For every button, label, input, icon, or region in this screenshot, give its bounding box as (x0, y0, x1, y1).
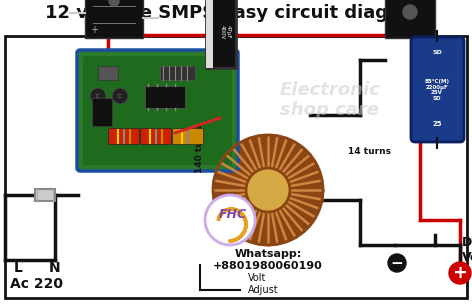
Bar (206, 0, 236, 68)
Text: 14 turns: 14 turns (348, 147, 391, 157)
Bar (206, 0, 213, 68)
FancyBboxPatch shape (83, 56, 232, 165)
Bar (145, 86, 185, 108)
Circle shape (388, 254, 406, 272)
Text: L: L (14, 261, 23, 275)
Text: Electronic
shop care: Electronic shop care (279, 81, 380, 119)
Text: C: C (96, 94, 100, 98)
Bar (85, 0, 143, 38)
Bar (160, 66, 195, 80)
Text: 85°C(M)
2200µF
25V
SD: 85°C(M) 2200µF 25V SD (424, 79, 449, 101)
Text: N: N (49, 261, 61, 275)
Circle shape (205, 195, 255, 245)
Circle shape (90, 88, 106, 104)
Text: +: + (453, 264, 467, 282)
Text: Ac 220: Ac 220 (9, 277, 62, 291)
Bar (98, 66, 118, 80)
Circle shape (109, 0, 119, 6)
Text: C: C (118, 94, 122, 98)
Text: −: − (391, 255, 404, 271)
Circle shape (213, 135, 323, 245)
Circle shape (112, 88, 128, 104)
Text: 12 voltage SMPS easy circuit diagram: 12 voltage SMPS easy circuit diagram (45, 4, 427, 22)
Text: Volt
Adjust: Volt Adjust (248, 273, 278, 295)
Bar (385, 0, 435, 38)
Text: 25: 25 (432, 121, 442, 127)
Bar (92, 98, 112, 126)
FancyBboxPatch shape (109, 129, 140, 144)
Bar (5, 36, 467, 298)
FancyBboxPatch shape (77, 50, 238, 171)
Text: Dc 12
Voltage: Dc 12 Voltage (462, 236, 472, 264)
Text: Whatsapp:
+8801980060190: Whatsapp: +8801980060190 (213, 249, 323, 271)
Text: 47µF
400V: 47µF 400V (219, 25, 230, 39)
FancyBboxPatch shape (141, 129, 171, 144)
Text: SD: SD (432, 50, 442, 56)
FancyBboxPatch shape (411, 37, 464, 142)
Circle shape (246, 168, 290, 212)
Text: FHC: FHC (219, 209, 247, 222)
Text: +: + (90, 25, 98, 35)
FancyBboxPatch shape (172, 129, 203, 144)
Circle shape (449, 262, 471, 284)
Text: 140 turns: 140 turns (194, 123, 203, 173)
Bar (35, 189, 55, 201)
Circle shape (403, 5, 417, 19)
